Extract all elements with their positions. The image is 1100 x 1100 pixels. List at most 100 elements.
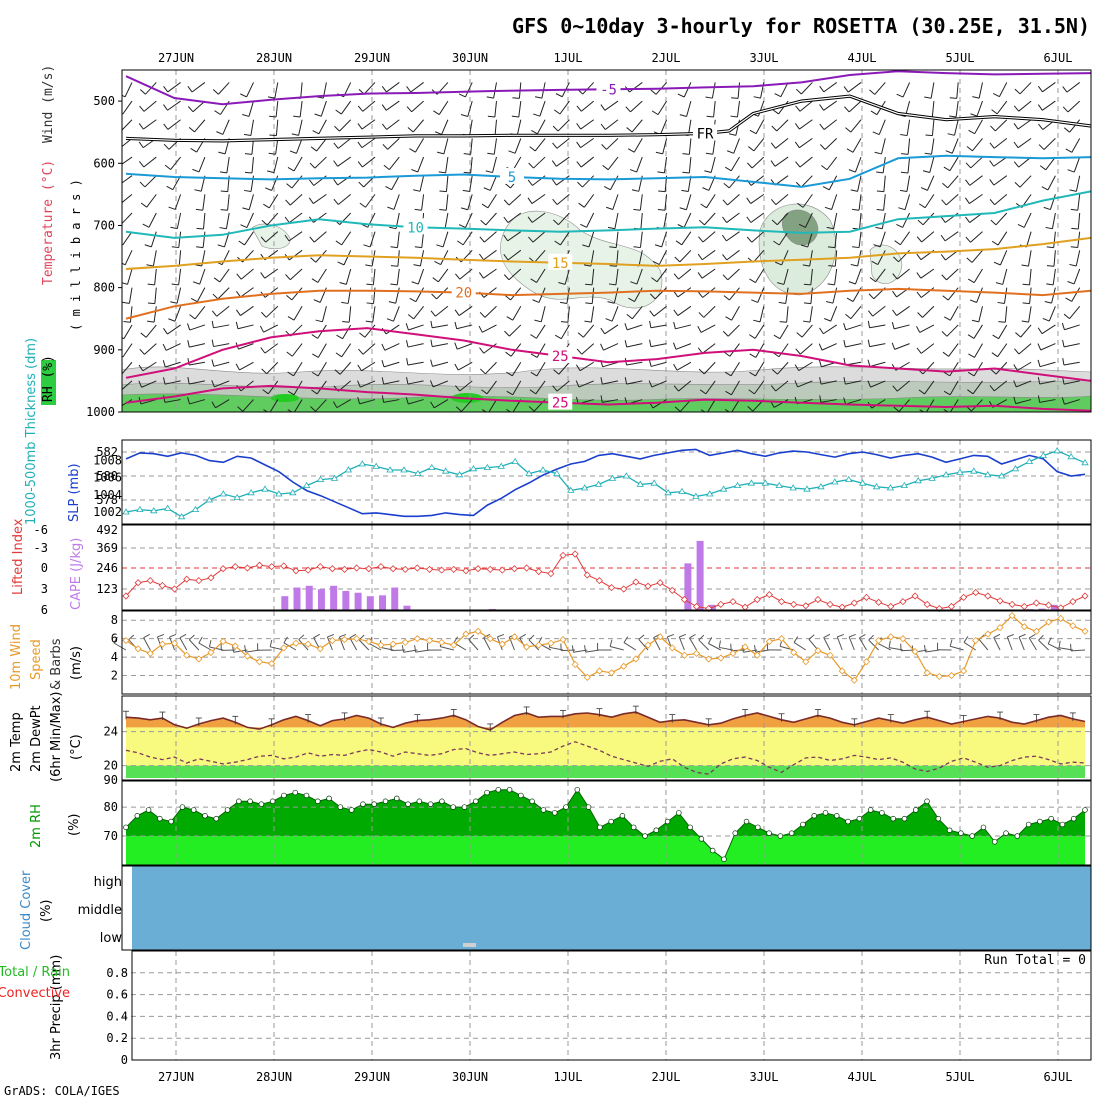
rh2m-point [709, 847, 716, 854]
wind-barb [170, 156, 181, 170]
lifted-index-point [523, 564, 531, 572]
wind-barb [609, 265, 617, 267]
wind-barb [823, 82, 837, 93]
wind10m-point [559, 636, 567, 644]
wind-barb [662, 138, 668, 155]
wind10m-barb [1018, 636, 1025, 651]
wind-barb [191, 82, 206, 93]
wind-barb [146, 264, 154, 267]
lifted-index-point [292, 567, 300, 575]
lifted-index-point [535, 567, 543, 576]
wind-barb [415, 287, 425, 302]
wind-barb [727, 193, 740, 206]
wind-barb [534, 249, 546, 263]
wind-barb [269, 134, 277, 137]
wind-barb [712, 138, 716, 155]
precip-tick-label: 0.4 [106, 1009, 128, 1023]
wind-barb [456, 324, 473, 330]
wind-barb [1043, 206, 1051, 211]
thickness-point [219, 490, 227, 497]
wind-barb [388, 301, 396, 304]
wind-barb [362, 156, 376, 168]
lifted-index-point [559, 551, 567, 559]
wind-barb [242, 207, 250, 211]
wind-barb [359, 332, 366, 338]
wind-barb [576, 105, 582, 112]
wind-barb [949, 156, 959, 171]
wind10m-point [280, 644, 288, 652]
rh2m-point [179, 804, 186, 810]
thickness-point [205, 496, 214, 503]
wind-barb [221, 250, 230, 265]
wind-barb [794, 364, 800, 371]
wind-barb [970, 231, 983, 243]
wind-barb [1077, 212, 1081, 230]
wind-barb [731, 97, 739, 99]
lifted-index-point [268, 563, 276, 571]
wind-barb [777, 282, 785, 285]
wind-barb [731, 380, 740, 396]
thickness-point [177, 513, 186, 520]
thickness-point [803, 485, 811, 492]
wind-barb [582, 82, 595, 95]
wind-barb [677, 93, 685, 98]
wind-barb [246, 82, 254, 98]
wind-barb [333, 142, 339, 149]
wind-barb [704, 170, 712, 174]
wind-barb [311, 389, 318, 395]
wind-barb [875, 268, 886, 283]
wind-barb [293, 399, 303, 412]
wind-barb [335, 109, 342, 115]
wind10m-point [583, 673, 591, 681]
wind-barb [929, 156, 935, 173]
wind-barb [965, 162, 972, 169]
wind-barb [293, 115, 301, 118]
lifted-index-line [125, 553, 1086, 610]
wind-barb [883, 194, 886, 211]
thickness-point [997, 472, 1006, 479]
rh2m-point [348, 807, 355, 813]
wind-barb [124, 82, 133, 98]
wind-barb [730, 156, 740, 172]
rh2m-point [529, 798, 535, 805]
wind-barb [164, 164, 171, 170]
wind-barb [357, 123, 363, 130]
wind-barb [211, 310, 218, 317]
wind-barb [722, 274, 729, 281]
wind-barb [778, 343, 789, 358]
lifted-index-point [450, 565, 458, 573]
precip-total-rain-legend: Total / Rain [0, 965, 70, 980]
wind-barb [287, 316, 295, 321]
wind-barb [217, 287, 230, 300]
temp-band-fill [126, 712, 1085, 730]
wind-barb [993, 92, 1000, 98]
thickness-point [664, 489, 672, 496]
wind-barb [357, 364, 362, 372]
wind-barb [507, 231, 522, 242]
wind-barb [554, 334, 562, 340]
rh2m-point [642, 833, 648, 839]
wind-barb [337, 138, 352, 149]
lifted-index-point [984, 592, 992, 600]
wind-barb [807, 231, 813, 248]
wind-barb [931, 138, 935, 155]
wind-barb [800, 244, 808, 248]
wind-barb [753, 138, 765, 152]
wind-barb [801, 324, 813, 338]
lifted-index-point [790, 600, 798, 608]
wind-barb [916, 291, 922, 298]
wind-barb [275, 101, 279, 118]
wind-barb [896, 268, 910, 280]
wind-barb [799, 137, 813, 149]
wind10m-barb [245, 649, 260, 653]
wind-barb [819, 327, 824, 335]
wind-barb [138, 141, 144, 148]
wind-barb [429, 380, 434, 388]
wind-barb [631, 119, 643, 133]
wind10m-point [765, 637, 773, 645]
wind-barb [1037, 395, 1041, 403]
wind-barb [872, 131, 880, 136]
wind-barb [503, 254, 509, 261]
